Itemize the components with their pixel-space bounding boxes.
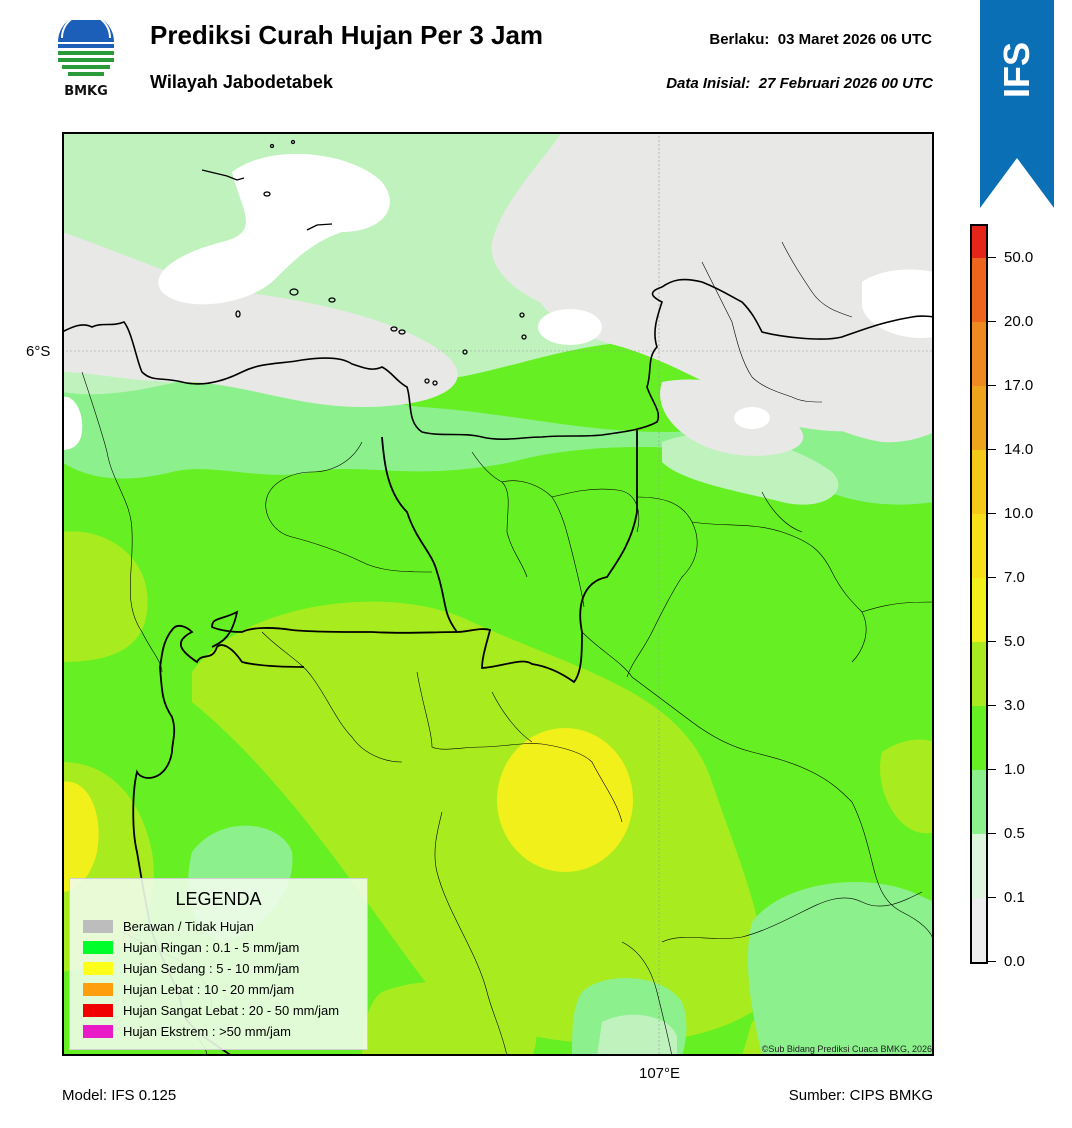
- model-badge: IFS: [980, 0, 1054, 208]
- colorbar-tick: [988, 321, 996, 322]
- colorbar-label: 1.0: [1004, 761, 1025, 778]
- colorbar-tick: [988, 897, 996, 898]
- legend-item-extreme: Hujan Ekstrem : >50 mm/jam: [83, 1021, 339, 1042]
- rain-zone-5-7: [62, 781, 99, 892]
- colorbar-segment: [972, 770, 986, 834]
- colorbar-label: 14.0: [1004, 441, 1034, 458]
- logo-text: BMKG: [64, 84, 108, 99]
- region-subtitle: Wilayah Jabodetabek: [150, 72, 333, 92]
- colorbar-label: 7.0: [1004, 569, 1025, 586]
- colorbar-tick: [988, 833, 996, 834]
- legend-item-moderate: Hujan Sedang : 5 - 10 mm/jam: [83, 958, 339, 979]
- source-info: Sumber: CIPS BMKG: [788, 1087, 933, 1104]
- legend-swatch: [83, 1025, 113, 1038]
- colorbar-tick: [988, 577, 996, 578]
- no-rain-zone: [158, 153, 390, 305]
- rain-zone-0-0-1: [62, 132, 934, 432]
- colorbar-segment: [972, 642, 986, 706]
- rain-zone-0-1-0-5: [662, 433, 839, 505]
- longitude-tick-label: 107°E: [639, 1065, 681, 1082]
- rain-zone-3-5: [880, 739, 934, 834]
- rain-zone-5-7: [497, 728, 633, 872]
- initial-label: Data Inisial:: [666, 75, 751, 92]
- islands: [201, 139, 527, 386]
- province-boundary: [211, 610, 458, 648]
- colorbar-tick: [988, 385, 996, 386]
- legend-swatch: [83, 983, 113, 996]
- colorbar-label: 20.0: [1004, 313, 1034, 330]
- legend-label: Hujan Ekstrem : >50 mm/jam: [123, 1024, 291, 1039]
- no-rain-zone: [62, 396, 83, 450]
- no-rain-zone: [862, 269, 934, 338]
- legend-label: Hujan Sedang : 5 - 10 mm/jam: [123, 961, 300, 976]
- rain-zone-0-5-1: [747, 882, 934, 1056]
- valid-label: Berlaku:: [709, 31, 770, 48]
- legend-title: LEGENDA: [175, 889, 262, 909]
- map-legend: LEGENDA Berawan / Tidak Hujan Hujan Ring…: [69, 878, 368, 1050]
- no-rain-zone: [538, 309, 602, 345]
- colorbar: [970, 224, 988, 964]
- coastline: [62, 278, 934, 440]
- colorbar-label: 0.0: [1004, 953, 1025, 970]
- legend-item-very-heavy: Hujan Sangat Lebat : 20 - 50 mm/jam: [83, 1000, 339, 1021]
- colorbar-tick: [988, 961, 996, 962]
- legend-item-heavy: Hujan Lebat : 10 - 20 mm/jam: [83, 979, 339, 1000]
- legend-label: Hujan Lebat : 10 - 20 mm/jam: [123, 982, 295, 997]
- colorbar-label: 10.0: [1004, 505, 1034, 522]
- province-boundary: [381, 430, 638, 684]
- colorbar-segment: [972, 834, 986, 898]
- bmkg-logo: BMKG: [52, 13, 120, 104]
- colorbar-label: 5.0: [1004, 633, 1025, 650]
- colorbar-segment: [972, 226, 986, 258]
- colorbar-label: 0.1: [1004, 889, 1025, 906]
- legend-swatch: [83, 962, 113, 975]
- page-title: Prediksi Curah Hujan Per 3 Jam: [150, 20, 544, 50]
- colorbar-label: 0.5: [1004, 825, 1025, 842]
- model-info: Model: IFS 0.125: [62, 1087, 177, 1104]
- legend-label: Hujan Sangat Lebat : 20 - 50 mm/jam: [123, 1003, 340, 1018]
- rain-zone-3-5: [192, 601, 763, 1044]
- colorbar-segment: [972, 322, 986, 386]
- colorbar-tick: [988, 641, 996, 642]
- initial-data-row: Data Inisial: 27 Februari 2026 00 UTC: [666, 75, 933, 92]
- legend-label: Berawan / Tidak Hujan: [123, 919, 254, 934]
- colorbar-tick: [988, 769, 996, 770]
- copyright-note: ©Sub Bidang Prediksi Cuaca BMKG, 2026: [761, 1044, 932, 1054]
- no-rain-zone: [734, 407, 770, 429]
- colorbar-tick: [988, 449, 996, 450]
- rain-zone-3-5: [62, 531, 148, 662]
- initial-time: 27 Februari 2026 00 UTC: [758, 75, 933, 92]
- district-boundaries: [81, 241, 934, 1056]
- colorbar-segment: [972, 578, 986, 642]
- valid-time: 03 Maret 2026 06 UTC: [777, 31, 932, 48]
- legend-swatch: [83, 941, 113, 954]
- colorbar-tick: [988, 257, 996, 258]
- rain-zone-0-1-0-5: [597, 1014, 677, 1056]
- colorbar-label: 50.0: [1004, 249, 1034, 266]
- rain-zone-0-0-1: [660, 379, 804, 456]
- colorbar-segment: [972, 514, 986, 578]
- legend-item-clear: Berawan / Tidak Hujan: [83, 916, 339, 937]
- rain-zone-3-5: [362, 981, 537, 1056]
- colorbar-label: 17.0: [1004, 377, 1034, 394]
- colorbar-tick: [988, 513, 996, 514]
- map-frame: [62, 132, 934, 1056]
- colorbar-label: 3.0: [1004, 697, 1025, 714]
- legend-swatch: [83, 1004, 113, 1017]
- valid-time-row: Berlaku: 03 Maret 2026 06 UTC: [709, 31, 932, 48]
- colorbar-segment: [972, 258, 986, 322]
- colorbar-segment: [972, 386, 986, 450]
- colorbar-segment: [972, 450, 986, 514]
- colorbar-segment: [972, 898, 986, 962]
- legend-item-light: Hujan Ringan : 0.1 - 5 mm/jam: [83, 937, 339, 958]
- legend-label: Hujan Ringan : 0.1 - 5 mm/jam: [123, 940, 300, 955]
- colorbar-segment: [972, 706, 986, 770]
- colorbar-tick: [988, 705, 996, 706]
- model-badge-label: IFS: [995, 41, 1037, 99]
- legend-swatch: [83, 920, 113, 933]
- latitude-tick-label: 6°S: [26, 343, 51, 360]
